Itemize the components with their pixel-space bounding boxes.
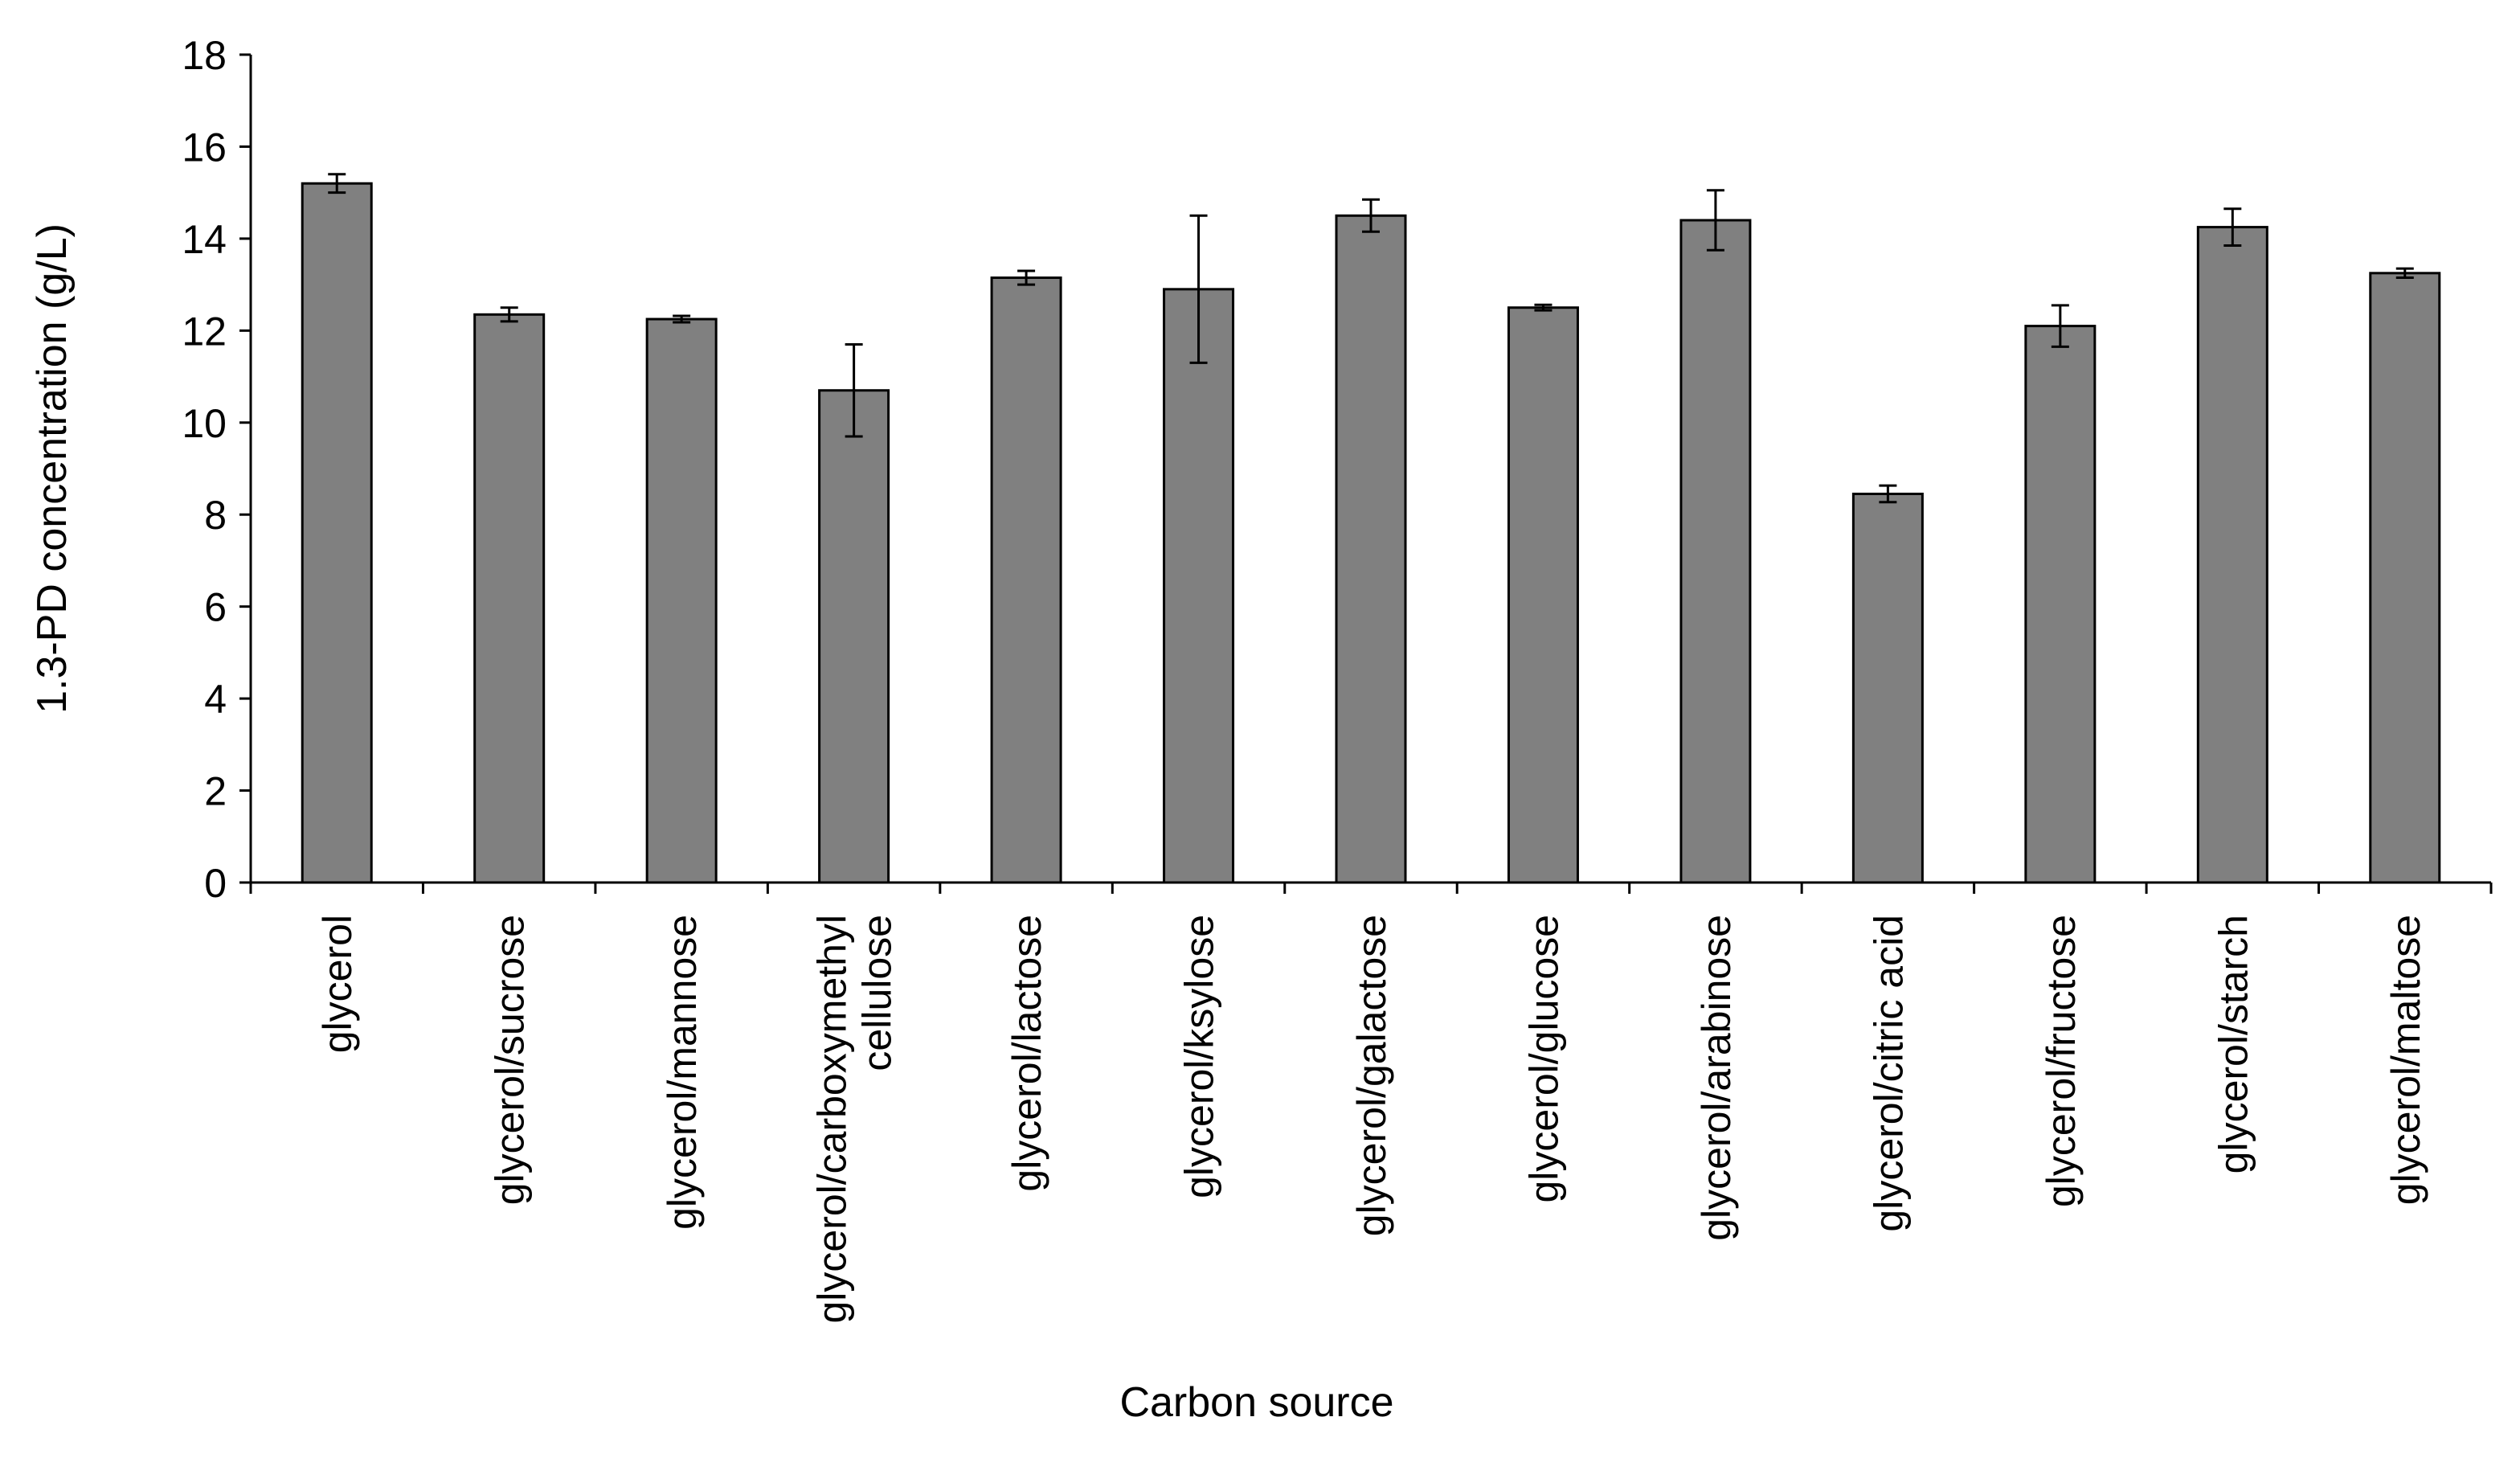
x-tick-label: glycerol/glucose [1521,915,1566,1203]
bar [2024,325,2097,884]
bar [1335,214,1407,884]
y-tick-label: 12 [182,309,227,354]
bar [990,276,1062,884]
bar [645,317,718,884]
y-tick-label: 14 [182,217,227,262]
x-tick-label: glycerol/maltose [2383,915,2428,1205]
y-axis-title: 1.3-PD concentration (g/L) [29,223,76,714]
y-tick-label: 18 [182,33,227,78]
y-ticks-layer: 0 2 4 6 8 10 12 14 16 18 [182,33,251,906]
x-tick-label: cellulose [855,915,900,1071]
bar [1163,288,1235,884]
bar [301,182,373,884]
x-tick-label: glycerol/citric acid [1866,915,1911,1232]
bar [2196,226,2268,884]
x-tick-label: glycerol/lactose [1004,915,1049,1192]
x-axis-title: Carbon source [1119,1379,1393,1426]
bar [1679,219,1752,884]
x-tick-label: glycerol/ksylose [1177,915,1222,1198]
bar [473,313,546,884]
y-tick-label: 6 [204,585,227,630]
y-tick-label: 4 [204,677,227,722]
x-tick-label: glycerol/arabinose [1694,915,1739,1241]
x-tick-label: glycerol/starch [2211,915,2256,1173]
x-tick-label: glycerol/galactose [1349,915,1394,1236]
y-tick-label: 0 [204,861,227,906]
x-tick-label: glycerol/carboxymethyl [810,915,855,1324]
x-tick-label: glycerol/fructose [2039,915,2084,1207]
y-tick-label: 16 [182,125,227,170]
bars-layer [301,182,2441,884]
x-tick-label: glycerol/mannose [660,915,705,1230]
y-tick-label: 10 [182,401,227,446]
y-tick-label: 8 [204,493,227,538]
x-tick-label: glycerol/sucrose [488,915,533,1205]
y-tick-label: 2 [204,769,227,814]
x-tick-label: glycerol [315,915,360,1053]
x-ticks-layer [249,883,2493,894]
error-bars-layer [328,173,2414,504]
bar [1507,306,1579,884]
x-tick-labels-layer: glycerol glycerol/sucrose glycerol/mannose… [315,915,2428,1324]
bar [1851,492,1924,884]
bar [818,389,890,884]
bar [2369,272,2441,884]
